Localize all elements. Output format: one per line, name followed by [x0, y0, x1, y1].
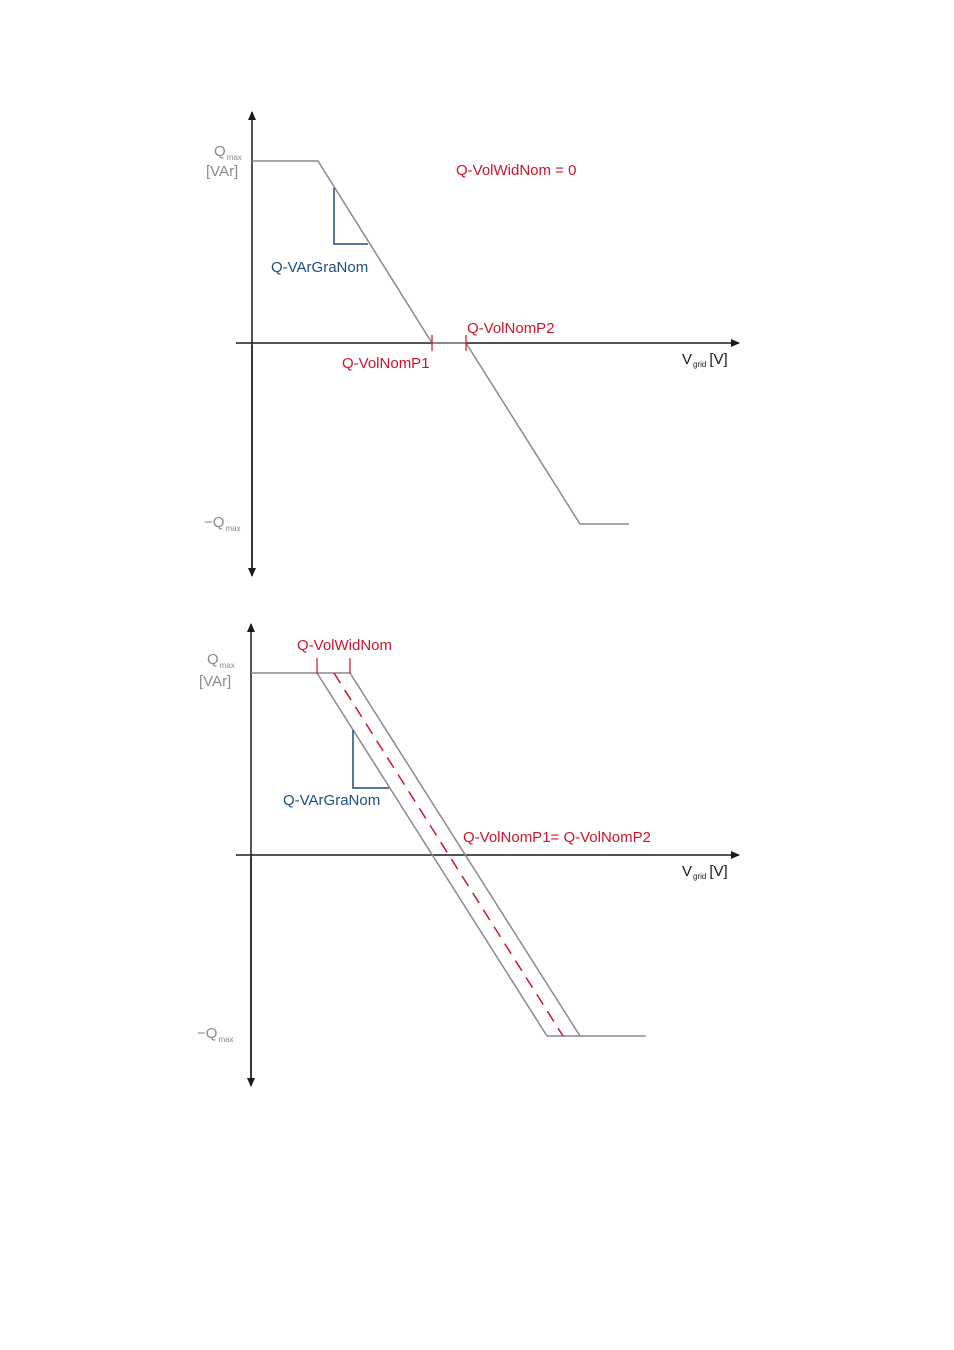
diagram-1: Qmax [VAr] −Qmax Vgrid [V] Q-VolWidNom = …	[204, 111, 740, 577]
x-axis-label-1: Vgrid [V]	[682, 351, 728, 369]
p1-label-1: Q-VolNomP1	[342, 355, 430, 372]
p2-label-1: Q-VolNomP2	[467, 320, 555, 337]
q-v-curve-2-left	[251, 672, 646, 1037]
y-bottom-label-1: −Qmax	[204, 514, 241, 533]
y-top-label-2: Qmax	[207, 651, 235, 670]
q-v-curve-2-center	[333, 672, 564, 1037]
gradient-label-2: Q-VArGraNom	[283, 792, 380, 809]
width-label-2: Q-VolWidNom	[297, 637, 392, 654]
p-label-2: Q-VolNomP1= Q-VolNomP2	[463, 829, 651, 846]
q-v-curve-1	[252, 160, 629, 525]
gradient-triangle-1	[333, 188, 368, 245]
y-top-unit-2: [VAr]	[199, 673, 231, 690]
gradient-label-1: Q-VArGraNom	[271, 259, 368, 276]
x-axis-label-2: Vgrid [V]	[682, 863, 728, 881]
width-label-1: Q-VolWidNom = 0	[456, 162, 576, 179]
y-top-label-1: Qmax	[214, 143, 242, 162]
y-top-unit-1: [VAr]	[206, 163, 238, 180]
diagram-2: Qmax [VAr] −Qmax Vgrid [V] Q-VolWidNom Q-…	[197, 623, 740, 1087]
y-bottom-label-2: −Qmax	[197, 1025, 234, 1044]
gradient-triangle-2	[352, 730, 389, 789]
